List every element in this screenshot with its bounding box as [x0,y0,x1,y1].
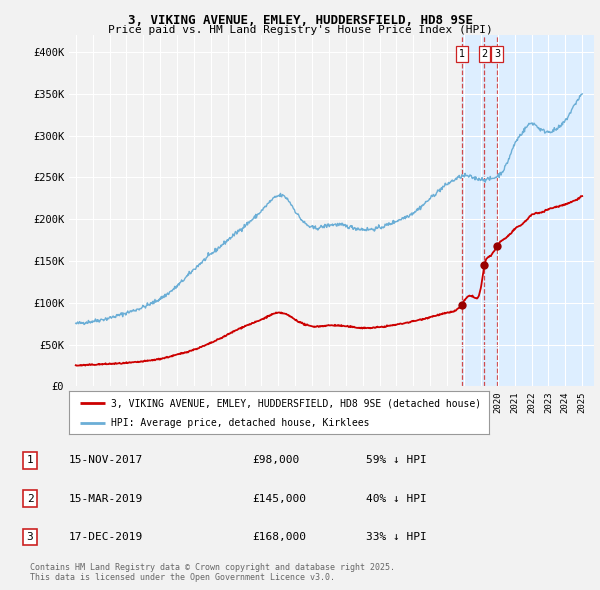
Text: 3, VIKING AVENUE, EMLEY, HUDDERSFIELD, HD8 9SE: 3, VIKING AVENUE, EMLEY, HUDDERSFIELD, H… [128,14,473,27]
Text: HPI: Average price, detached house, Kirklees: HPI: Average price, detached house, Kirk… [111,418,370,428]
Text: 3: 3 [26,532,34,542]
Text: 1: 1 [26,455,34,465]
Text: £145,000: £145,000 [252,494,306,503]
Text: 15-NOV-2017: 15-NOV-2017 [69,455,143,465]
Text: 3: 3 [494,49,500,59]
Text: 15-MAR-2019: 15-MAR-2019 [69,494,143,503]
Text: £98,000: £98,000 [252,455,299,465]
Text: £168,000: £168,000 [252,532,306,542]
Bar [462,35,594,386]
Text: 40% ↓ HPI: 40% ↓ HPI [366,494,427,503]
Text: Price paid vs. HM Land Registry's House Price Index (HPI): Price paid vs. HM Land Registry's House … [107,25,493,35]
Text: 33% ↓ HPI: 33% ↓ HPI [366,532,427,542]
Text: 2: 2 [26,494,34,503]
Text: 59% ↓ HPI: 59% ↓ HPI [366,455,427,465]
Text: 2: 2 [481,49,488,59]
Text: 17-DEC-2019: 17-DEC-2019 [69,532,143,542]
Text: 3, VIKING AVENUE, EMLEY, HUDDERSFIELD, HD8 9SE (detached house): 3, VIKING AVENUE, EMLEY, HUDDERSFIELD, H… [111,398,481,408]
Text: Contains HM Land Registry data © Crown copyright and database right 2025.
This d: Contains HM Land Registry data © Crown c… [30,563,395,582]
Text: 1: 1 [459,49,465,59]
